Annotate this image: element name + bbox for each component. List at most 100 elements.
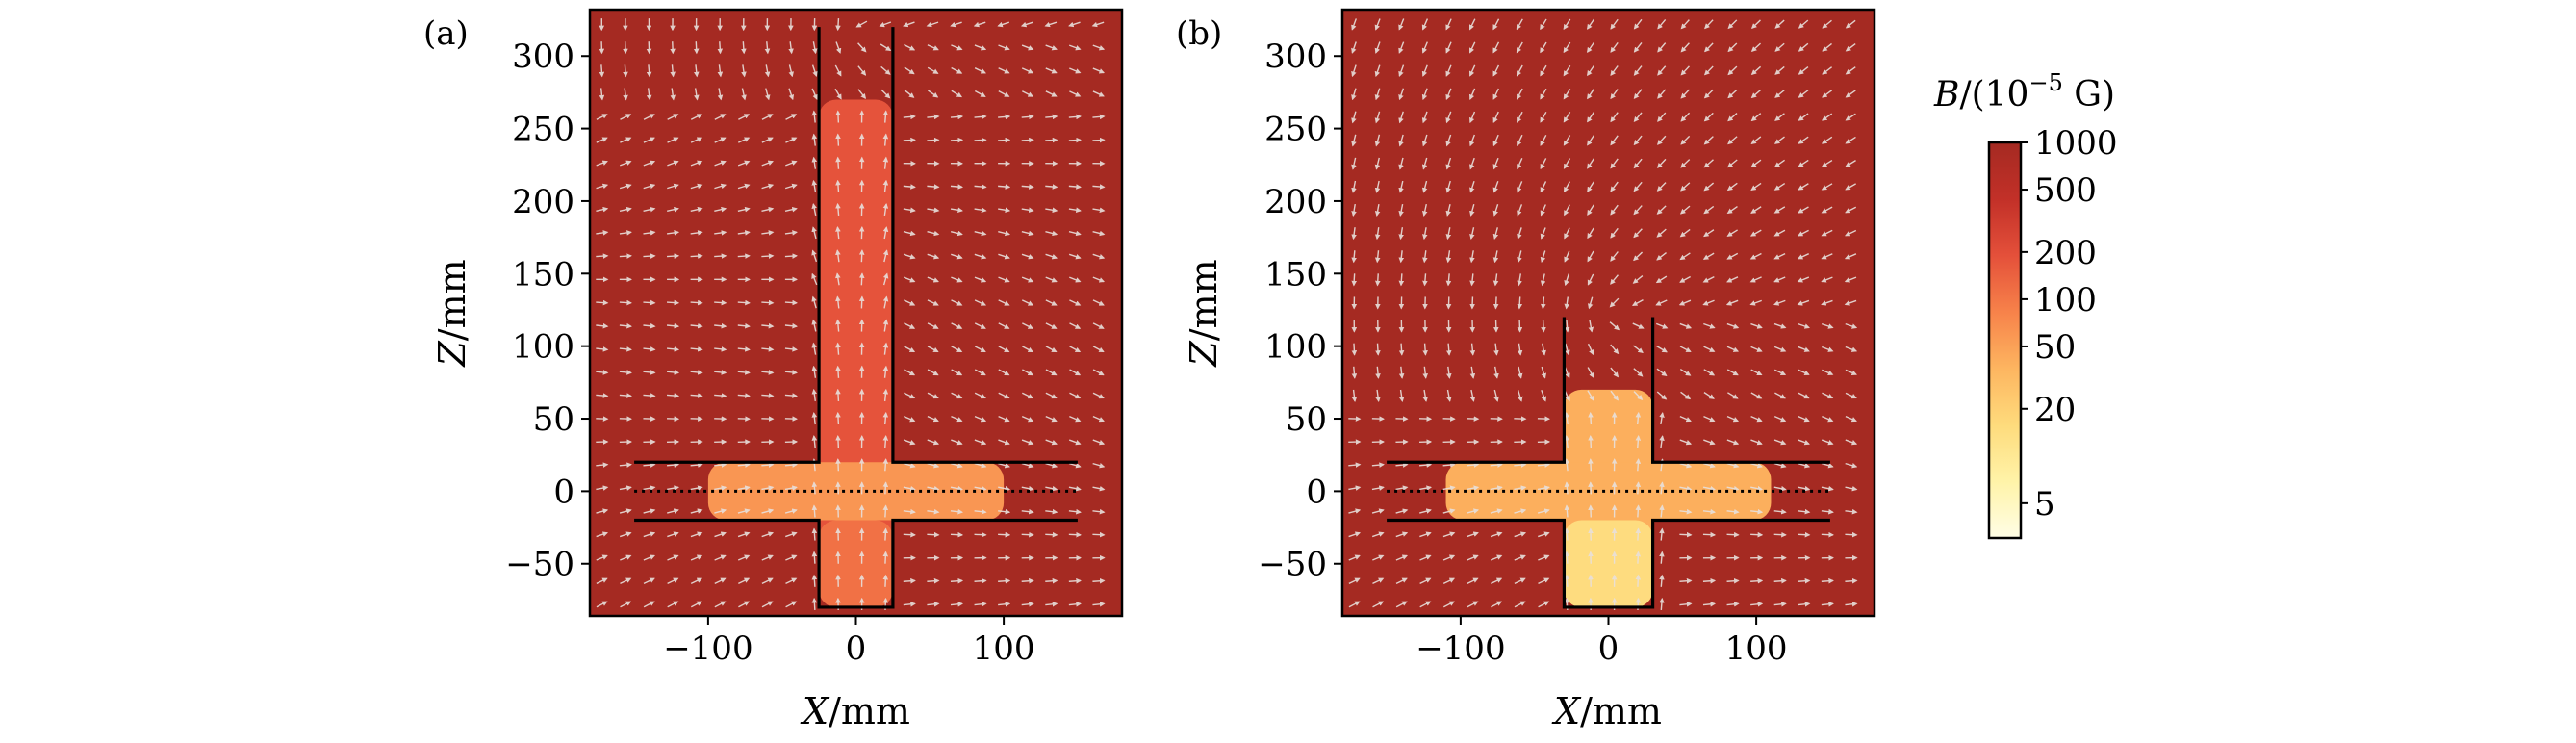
field-arrow [1633, 89, 1643, 99]
field-arrow [1045, 602, 1058, 607]
field-arrow [1588, 435, 1594, 448]
field-arrow [1374, 250, 1381, 264]
field-arrow [1092, 602, 1106, 607]
field-arrow [998, 508, 1011, 515]
field-arrow [1398, 250, 1405, 264]
field-arrow [1564, 551, 1570, 564]
field-arrow [1348, 485, 1362, 491]
field-arrow [1610, 18, 1619, 30]
field-arrow [811, 527, 818, 541]
field-arrow [1610, 112, 1619, 123]
field-arrow [761, 183, 775, 190]
field-arrow [903, 602, 916, 607]
field-arrow [1538, 531, 1550, 538]
field-arrow [1703, 182, 1715, 192]
field-arrow [835, 435, 841, 448]
field-arrow [903, 207, 916, 213]
field-arrow [1374, 227, 1381, 241]
field-arrow [1680, 135, 1691, 145]
field-arrow [1703, 112, 1714, 122]
field-arrow [1068, 21, 1081, 28]
field-arrow [1656, 205, 1667, 215]
colorbar-title-exp: −5 [2028, 69, 2062, 96]
field-arrow [784, 346, 798, 352]
field-arrow [998, 602, 1011, 607]
field-arrow [714, 508, 727, 514]
field-arrow [1726, 485, 1740, 492]
field-arrow [1749, 229, 1762, 237]
field-arrow [620, 114, 632, 120]
field-arrow [1492, 204, 1499, 217]
field-arrow [903, 439, 916, 446]
field-arrow [1773, 229, 1786, 237]
field-arrow [1022, 90, 1034, 97]
x-tick-label: 100 [1725, 629, 1788, 668]
field-arrow [714, 462, 727, 468]
field-arrow [737, 485, 751, 491]
field-arrow [1492, 227, 1499, 240]
field-arrow [1490, 508, 1503, 514]
field-arrow [903, 485, 916, 492]
field-arrow [1564, 296, 1570, 310]
field-arrow [903, 531, 916, 538]
field-arrow [1469, 389, 1476, 402]
field-arrow [619, 230, 632, 236]
field-arrow [690, 160, 703, 167]
field-arrow [643, 554, 656, 561]
panel-a-shield-walls [634, 27, 1078, 609]
field-arrow [714, 137, 727, 143]
field-arrow [761, 206, 775, 213]
field-arrow [997, 21, 1010, 28]
field-region-horizontal-tube-interior [1445, 462, 1772, 521]
field-arrow [927, 114, 940, 120]
field-arrow [1633, 391, 1644, 401]
field-arrow [646, 88, 652, 101]
field-arrow [714, 206, 727, 213]
field-arrow [1726, 462, 1740, 469]
field-arrow [973, 21, 986, 28]
field-arrow [694, 88, 700, 101]
field-arrow [1844, 299, 1857, 306]
field-arrow [1492, 273, 1499, 287]
field-arrow [1659, 597, 1665, 610]
field-arrow [690, 206, 703, 213]
field-arrow [1492, 111, 1499, 124]
field-arrow [1726, 252, 1739, 260]
field-arrow [1045, 485, 1058, 492]
field-arrow [1822, 369, 1834, 375]
field-arrow [1348, 531, 1362, 538]
field-arrow [1750, 65, 1762, 76]
field-arrow [928, 90, 939, 98]
field-arrow [835, 133, 841, 146]
colorbar: B/(10−5 G) 5 20 50 100 200 500 1000 [1933, 69, 2118, 540]
field-arrow [1610, 204, 1619, 216]
field-arrow [882, 319, 889, 332]
field-arrow [1750, 392, 1763, 399]
field-arrow [1750, 415, 1763, 423]
field-arrow [1516, 41, 1523, 54]
field-arrow [1374, 180, 1381, 193]
field-arrow [1398, 273, 1405, 287]
field-arrow [741, 64, 747, 78]
field-arrow [857, 42, 867, 53]
field-arrow [714, 554, 727, 561]
field-arrow [1068, 44, 1082, 51]
field-arrow [1540, 41, 1547, 54]
field-arrow [1069, 369, 1082, 376]
field-arrow [1398, 389, 1405, 402]
field-arrow [596, 114, 608, 120]
field-arrow [974, 415, 987, 423]
y-tick-label: 50 [1286, 400, 1327, 439]
field-arrow [950, 184, 964, 190]
field-arrow [1773, 136, 1785, 144]
field-arrow [1657, 89, 1667, 99]
field-arrow [1419, 531, 1432, 538]
field-arrow [1749, 252, 1762, 260]
field-arrow [1798, 19, 1809, 29]
panel-b-ylabel-unit: /mm [1183, 259, 1225, 341]
field-arrow [761, 508, 775, 514]
field-arrow [643, 531, 656, 538]
field-arrow [1021, 207, 1034, 213]
field-arrow [1045, 276, 1058, 283]
field-arrow [974, 253, 987, 260]
